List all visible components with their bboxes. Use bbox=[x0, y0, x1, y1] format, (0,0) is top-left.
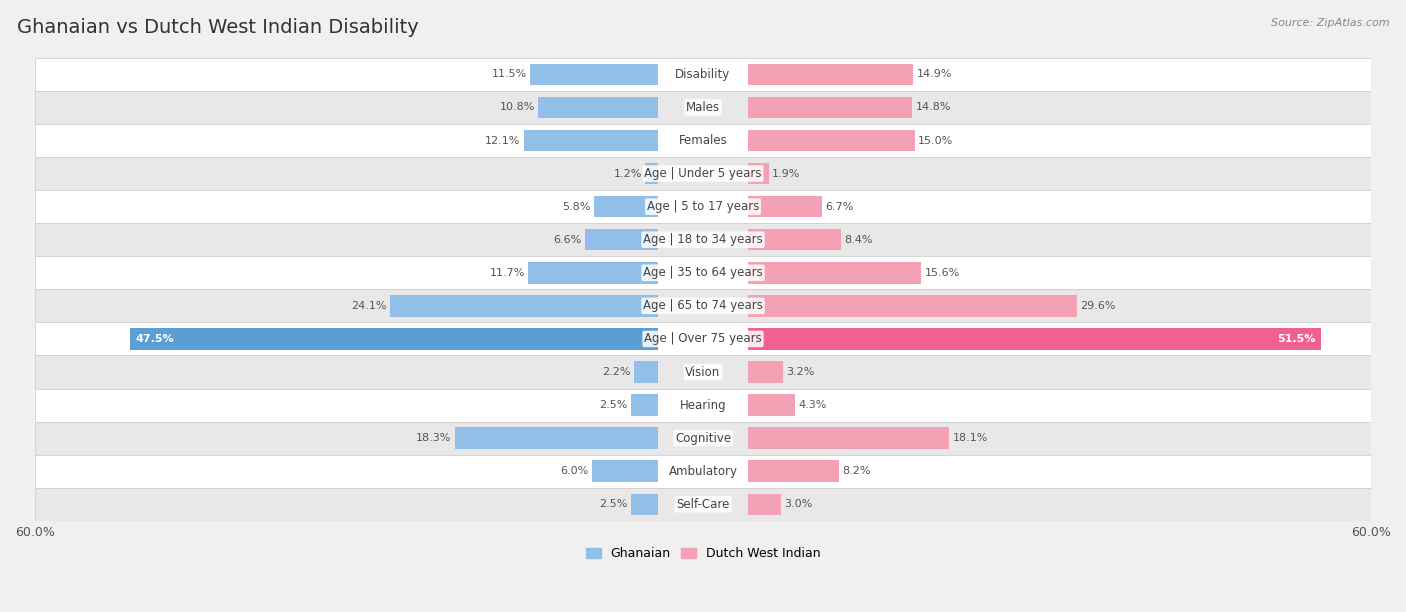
Bar bbox=[748, 361, 783, 382]
Text: 5.8%: 5.8% bbox=[562, 201, 591, 212]
Bar bbox=[748, 229, 841, 250]
Bar bbox=[592, 460, 658, 482]
Bar bbox=[35, 190, 1371, 223]
Bar bbox=[35, 91, 1371, 124]
Text: 4.3%: 4.3% bbox=[799, 400, 827, 410]
Text: 11.7%: 11.7% bbox=[489, 268, 524, 278]
Text: Females: Females bbox=[679, 134, 727, 147]
Text: 12.1%: 12.1% bbox=[485, 135, 520, 146]
Bar bbox=[35, 422, 1371, 455]
Bar bbox=[35, 256, 1371, 289]
Bar bbox=[748, 460, 839, 482]
Text: 2.5%: 2.5% bbox=[599, 499, 627, 509]
Bar bbox=[35, 356, 1371, 389]
Text: 6.7%: 6.7% bbox=[825, 201, 853, 212]
Text: Males: Males bbox=[686, 101, 720, 114]
Bar bbox=[35, 488, 1371, 521]
Bar bbox=[35, 389, 1371, 422]
Bar bbox=[389, 295, 658, 316]
Text: 6.0%: 6.0% bbox=[560, 466, 588, 476]
Text: Hearing: Hearing bbox=[679, 398, 727, 412]
Text: Cognitive: Cognitive bbox=[675, 431, 731, 445]
Bar bbox=[748, 64, 914, 85]
Bar bbox=[35, 323, 1371, 356]
Text: Age | 35 to 64 years: Age | 35 to 64 years bbox=[643, 266, 763, 279]
Text: 15.0%: 15.0% bbox=[918, 135, 953, 146]
Text: 18.3%: 18.3% bbox=[416, 433, 451, 443]
Text: 47.5%: 47.5% bbox=[135, 334, 174, 344]
Text: 11.5%: 11.5% bbox=[492, 69, 527, 80]
Bar bbox=[748, 196, 823, 217]
Text: 24.1%: 24.1% bbox=[352, 301, 387, 311]
Bar bbox=[35, 124, 1371, 157]
Bar bbox=[129, 328, 658, 349]
Bar bbox=[748, 262, 921, 283]
Bar bbox=[35, 223, 1371, 256]
Bar bbox=[35, 455, 1371, 488]
Text: Age | Under 5 years: Age | Under 5 years bbox=[644, 167, 762, 180]
Bar bbox=[748, 328, 1322, 349]
Text: 6.6%: 6.6% bbox=[554, 235, 582, 245]
Text: 8.2%: 8.2% bbox=[842, 466, 870, 476]
Text: Self-Care: Self-Care bbox=[676, 498, 730, 511]
Bar bbox=[645, 163, 658, 184]
Bar bbox=[35, 289, 1371, 323]
Bar bbox=[634, 361, 658, 382]
Text: 14.9%: 14.9% bbox=[917, 69, 952, 80]
Bar bbox=[585, 229, 658, 250]
Text: 51.5%: 51.5% bbox=[1277, 334, 1316, 344]
Bar bbox=[524, 130, 658, 151]
Text: Disability: Disability bbox=[675, 68, 731, 81]
Bar bbox=[748, 394, 796, 416]
Text: 1.2%: 1.2% bbox=[613, 168, 641, 179]
Text: Ghanaian vs Dutch West Indian Disability: Ghanaian vs Dutch West Indian Disability bbox=[17, 18, 419, 37]
Text: Age | 5 to 17 years: Age | 5 to 17 years bbox=[647, 200, 759, 213]
Text: 10.8%: 10.8% bbox=[499, 102, 534, 113]
Text: Vision: Vision bbox=[685, 365, 721, 378]
Bar bbox=[748, 295, 1077, 316]
Text: Source: ZipAtlas.com: Source: ZipAtlas.com bbox=[1271, 18, 1389, 28]
Bar bbox=[454, 427, 658, 449]
Text: 3.0%: 3.0% bbox=[785, 499, 813, 509]
Text: 1.9%: 1.9% bbox=[772, 168, 800, 179]
Bar bbox=[748, 163, 769, 184]
Bar bbox=[748, 427, 949, 449]
Bar bbox=[748, 493, 780, 515]
Bar bbox=[631, 394, 658, 416]
Bar bbox=[35, 58, 1371, 91]
Bar bbox=[593, 196, 658, 217]
Text: Ambulatory: Ambulatory bbox=[668, 465, 738, 478]
Text: 18.1%: 18.1% bbox=[952, 433, 988, 443]
Legend: Ghanaian, Dutch West Indian: Ghanaian, Dutch West Indian bbox=[581, 542, 825, 565]
Bar bbox=[748, 130, 914, 151]
Text: 8.4%: 8.4% bbox=[845, 235, 873, 245]
Text: 2.5%: 2.5% bbox=[599, 400, 627, 410]
Text: 14.8%: 14.8% bbox=[915, 102, 952, 113]
Bar bbox=[529, 262, 658, 283]
Text: Age | Over 75 years: Age | Over 75 years bbox=[644, 332, 762, 345]
Text: 2.2%: 2.2% bbox=[602, 367, 631, 377]
Bar bbox=[631, 493, 658, 515]
Text: Age | 65 to 74 years: Age | 65 to 74 years bbox=[643, 299, 763, 312]
Text: 29.6%: 29.6% bbox=[1080, 301, 1116, 311]
Bar bbox=[530, 64, 658, 85]
Text: 3.2%: 3.2% bbox=[786, 367, 815, 377]
Bar bbox=[35, 157, 1371, 190]
Text: Age | 18 to 34 years: Age | 18 to 34 years bbox=[643, 233, 763, 246]
Bar bbox=[538, 97, 658, 118]
Text: 15.6%: 15.6% bbox=[925, 268, 960, 278]
Bar bbox=[748, 97, 912, 118]
